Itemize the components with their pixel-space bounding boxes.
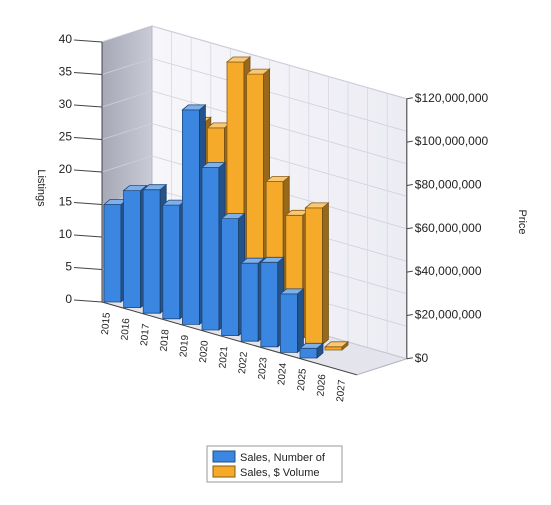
bar-volume-2025-front: [324, 346, 343, 351]
bar-count-2023-front: [260, 261, 279, 348]
bar-count-2025-top: [298, 342, 325, 349]
y-left-tick-8: [73, 39, 103, 43]
y-left-tick-label-7: 35: [59, 65, 73, 79]
y-left-tick-label-2: 10: [59, 227, 73, 241]
y-left-tick-label-1: 5: [65, 260, 72, 274]
y-right-tick-6: [406, 97, 413, 100]
bar-count-2024-front: [279, 293, 298, 353]
y-right-tick-4: [406, 183, 413, 186]
x-tick-label-2025: 2025: [296, 368, 309, 392]
y-right-tick-5: [406, 140, 413, 143]
axes: 0510152025303540$0$20,000,000$40,000,000…: [59, 32, 489, 402]
x-tick-label-2022: 2022: [237, 351, 250, 375]
x-tick-label-2019: 2019: [178, 334, 191, 358]
bar-count-2019-top: [181, 104, 207, 111]
bar-volume-2024-front: [304, 207, 323, 345]
y-left-tick-label-3: 15: [59, 195, 73, 209]
legend-swatch-volume: [212, 465, 236, 478]
y-axis-left-title: Listings: [35, 169, 47, 207]
legend-label-volume: Sales, $ Volume: [240, 467, 320, 479]
bar-count-2021-top: [220, 213, 246, 220]
bar-count-2022-front: [240, 262, 259, 342]
bar-count-2016-top: [122, 185, 148, 192]
bar-count-2024: [279, 288, 305, 354]
gridline-h-5: [101, 123, 407, 197]
bar-count-2020-front: [201, 167, 220, 331]
bar-count-2018-front: [162, 204, 181, 320]
x-tick-label-2020: 2020: [198, 340, 211, 364]
gridline-h-6: [101, 90, 407, 165]
x-tick-label-2016: 2016: [119, 317, 132, 341]
y-right-tick-label-5: $100,000,000: [415, 134, 489, 148]
x-tick-label-2024: 2024: [276, 362, 289, 386]
gridline-h-8: [101, 25, 407, 100]
bar-count-2025: [298, 342, 325, 359]
bar-count-2019-front: [181, 109, 200, 325]
bar-count-2017-front: [142, 189, 161, 314]
y-left-tick-label-0: 0: [65, 292, 72, 306]
gridline-h-7: [101, 58, 407, 132]
x-axis-line: [101, 301, 357, 376]
legend: Sales, Number of Sales, $ Volume: [206, 445, 343, 483]
x-tick-label-2017: 2017: [139, 323, 152, 347]
bar-count-2021-front: [221, 218, 240, 337]
bar-volume-2025-top: [323, 341, 350, 348]
y-left-tick-0: [73, 299, 103, 303]
y-left-tick-label-4: 20: [59, 162, 73, 176]
bar-count-2023-top: [259, 256, 285, 263]
y-left-tick-label-6: 30: [59, 97, 73, 111]
bar-count-2025-front: [299, 347, 318, 359]
bar-count-2017-top: [142, 184, 168, 191]
y-right-tick-label-3: $60,000,000: [415, 221, 482, 235]
bar-volume-2020-top: [225, 56, 252, 63]
y-left-tick-7: [73, 72, 103, 75]
bar-volume-2024-top: [304, 202, 330, 209]
y-left-tick-label-5: 25: [59, 130, 73, 144]
y-left-tick-3: [73, 202, 103, 205]
x-tick-label-2021: 2021: [217, 345, 230, 369]
x-tick-label-2015: 2015: [100, 312, 113, 336]
bar-volume-2025: [323, 340, 350, 351]
bar-count-2022-top: [240, 257, 266, 264]
bar-count-2024-top: [279, 288, 305, 295]
bar-volume-2024: [304, 202, 330, 346]
bar-count-2020-top: [200, 162, 227, 168]
y-left-tick-1: [73, 267, 103, 270]
y-right-tick-3: [406, 227, 413, 230]
y-left-tick-label-8: 40: [59, 32, 73, 46]
y-left-tick-4: [73, 169, 103, 173]
y-left-tick-2: [73, 234, 103, 238]
x-tick-label-2026: 2026: [315, 373, 328, 397]
x-tick-label-2027: 2027: [335, 379, 348, 403]
y-axis-right-title: Price: [516, 209, 528, 234]
y-right-tick-label-6: $120,000,000: [415, 91, 489, 105]
x-tick-label-2023: 2023: [257, 356, 270, 380]
bar-count-2024-side: [296, 288, 304, 354]
y-right-tick-label-4: $80,000,000: [415, 177, 482, 191]
bar-volume-2024-side: [321, 202, 329, 346]
y-right-tick-2: [406, 270, 413, 273]
y-left-tick-5: [73, 137, 103, 140]
y-right-tick-0: [406, 357, 413, 360]
bar-volume-2021-top: [245, 68, 271, 75]
y-right-tick-label-2: $40,000,000: [415, 264, 482, 278]
y-right-tick-label-0: $0: [415, 351, 429, 365]
legend-label-count: Sales, Number of: [240, 452, 326, 464]
legend-swatch-count: [212, 450, 236, 463]
bars-count-series: [102, 104, 325, 359]
y-left-tick-6: [73, 104, 103, 108]
bar-count-2016-front: [123, 190, 142, 309]
y-right-tick-label-1: $20,000,000: [415, 307, 482, 321]
x-tick-label-2018: 2018: [159, 328, 172, 352]
bar-volume-2022-top: [265, 176, 291, 182]
bar-count-2015-front: [103, 204, 122, 303]
y-right-tick-1: [406, 313, 413, 316]
